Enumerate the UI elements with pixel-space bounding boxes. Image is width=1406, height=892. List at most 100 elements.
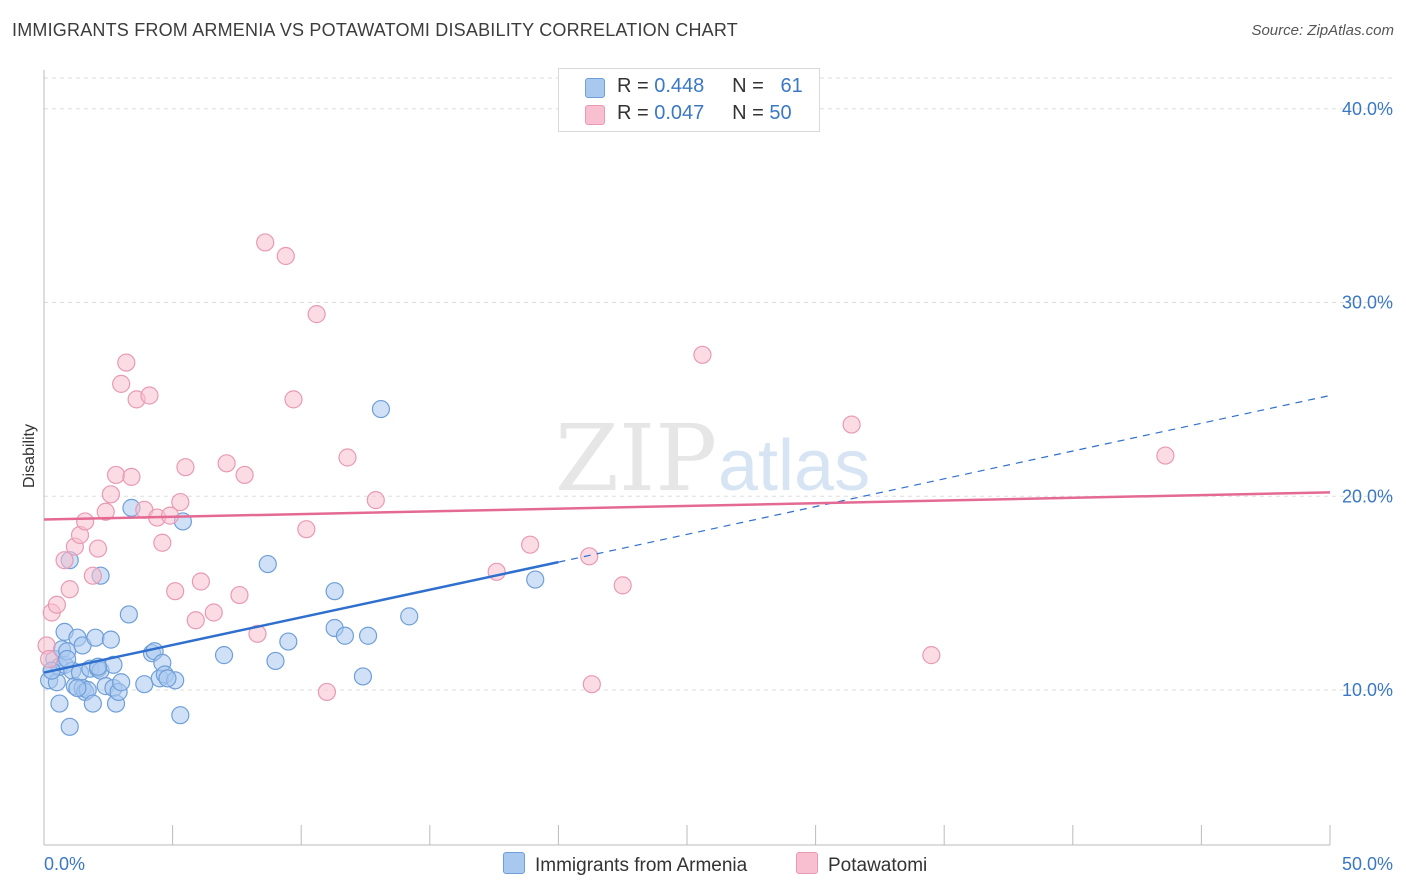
bottom-legend-label-potawatomi: Potawatomi bbox=[828, 855, 928, 876]
legend-n-label: N = bbox=[732, 75, 764, 97]
bottom-legend-swatch-potawatomi bbox=[796, 852, 818, 874]
armenia-point bbox=[83, 694, 102, 713]
potawatomi-point bbox=[582, 675, 601, 694]
armenia-trend-extension bbox=[558, 394, 1331, 563]
potawatomi-point bbox=[122, 467, 141, 486]
chart-title: IMMIGRANTS FROM ARMENIA VS POTAWATOMI DI… bbox=[12, 20, 738, 40]
y-axis-label: Disability bbox=[21, 424, 38, 488]
potawatomi-point bbox=[176, 458, 195, 477]
potawatomi-point bbox=[60, 580, 79, 599]
potawatomi-point bbox=[580, 547, 599, 566]
legend-r-label: R = bbox=[617, 75, 649, 97]
x-tick-label-max: 50.0% bbox=[1342, 854, 1393, 874]
armenia-point bbox=[112, 673, 131, 692]
armenia-trend-line bbox=[43, 560, 559, 674]
y-tick-labels: 10.0% 20.0% 30.0% 40.0% bbox=[1342, 99, 1393, 700]
source-note: Source: ZipAtlas.com bbox=[1251, 22, 1394, 39]
armenia-point bbox=[335, 626, 355, 645]
potawatomi-point bbox=[521, 535, 540, 554]
bottom-legend-armenia: Immigrants from Armenia bbox=[503, 852, 747, 877]
potawatomi-point bbox=[230, 585, 249, 605]
legend-r-label: R = bbox=[617, 102, 649, 124]
axes bbox=[43, 70, 1331, 846]
series-armenia-points bbox=[40, 399, 545, 736]
potawatomi-point bbox=[96, 502, 115, 521]
armenia-point bbox=[119, 605, 138, 624]
armenia-point bbox=[135, 675, 154, 694]
potawatomi-point bbox=[248, 624, 267, 643]
potawatomi-point bbox=[171, 492, 190, 512]
armenia-point bbox=[526, 570, 545, 589]
potawatomi-point bbox=[235, 465, 254, 485]
y-tick-label: 30.0% bbox=[1342, 293, 1393, 313]
y-tick-label: 20.0% bbox=[1342, 486, 1393, 506]
bottom-legend-label-armenia: Immigrants from Armenia bbox=[535, 855, 748, 876]
legend-r-value-armenia: 0.448 bbox=[654, 75, 705, 97]
potawatomi-point bbox=[191, 572, 210, 591]
watermark-zip: ZIP bbox=[555, 405, 717, 512]
potawatomi-point bbox=[76, 512, 95, 531]
armenia-point bbox=[358, 626, 378, 645]
legend-n-value-armenia: 61 bbox=[780, 75, 803, 97]
watermark: ZIP atlas bbox=[555, 405, 870, 512]
potawatomi-point bbox=[284, 390, 303, 409]
armenia-point bbox=[258, 554, 277, 574]
armenia-point bbox=[171, 706, 190, 725]
potawatomi-point bbox=[1156, 446, 1175, 465]
armenia-point bbox=[371, 399, 391, 419]
correlation-legend: R = 0.448 N = 61 R = 0.047 N = 50 bbox=[558, 68, 820, 132]
legend-swatch-armenia bbox=[585, 78, 605, 98]
potawatomi-point bbox=[842, 415, 861, 434]
armenia-point bbox=[214, 646, 234, 665]
potawatomi-point bbox=[88, 539, 108, 558]
armenia-point bbox=[266, 651, 285, 671]
armenia-point bbox=[86, 628, 105, 647]
armenia-point bbox=[50, 694, 69, 713]
potawatomi-point bbox=[117, 353, 136, 372]
bottom-legend-swatch-armenia bbox=[503, 852, 525, 874]
potawatomi-point bbox=[140, 386, 159, 405]
potawatomi-point bbox=[153, 533, 172, 552]
armenia-point bbox=[60, 717, 79, 736]
potawatomi-point bbox=[693, 345, 712, 364]
bottom-legend-potawatomi: Potawatomi bbox=[796, 852, 927, 877]
series-potawatomi-points bbox=[37, 233, 1175, 702]
potawatomi-point bbox=[204, 603, 223, 622]
potawatomi-point bbox=[276, 246, 295, 266]
potawatomi-point bbox=[307, 305, 326, 324]
potawatomi-point bbox=[297, 520, 316, 539]
potawatomi-point bbox=[166, 582, 185, 601]
watermark-atlas: atlas bbox=[718, 426, 870, 506]
potawatomi-point bbox=[366, 491, 385, 510]
potawatomi-point bbox=[101, 485, 120, 504]
armenia-point bbox=[58, 649, 77, 669]
legend-n-label: N = bbox=[732, 102, 764, 124]
potawatomi-trend-line bbox=[43, 491, 1331, 521]
potawatomi-point bbox=[217, 454, 236, 473]
armenia-point bbox=[279, 632, 298, 651]
potawatomi-point bbox=[922, 646, 941, 665]
potawatomi-point bbox=[106, 465, 126, 485]
armenia-point bbox=[325, 582, 344, 601]
x-tick-label-min: 0.0% bbox=[44, 854, 85, 874]
potawatomi-point bbox=[40, 649, 59, 669]
armenia-point bbox=[68, 678, 87, 698]
potawatomi-point bbox=[256, 233, 275, 252]
armenia-point bbox=[353, 667, 373, 686]
potawatomi-point bbox=[186, 611, 205, 630]
y-tick-label: 10.0% bbox=[1342, 680, 1393, 700]
potawatomi-point bbox=[83, 566, 102, 585]
legend-swatch-potawatomi bbox=[585, 105, 605, 125]
y-tick-label: 40.0% bbox=[1342, 99, 1393, 119]
legend-n-value-potawatomi: 50 bbox=[769, 102, 792, 124]
potawatomi-point bbox=[112, 374, 131, 393]
trend-lines bbox=[43, 394, 1331, 674]
armenia-point bbox=[400, 607, 419, 626]
legend-r-value-potawatomi: 0.047 bbox=[654, 102, 705, 124]
potawatomi-point bbox=[338, 448, 357, 467]
armenia-point bbox=[158, 669, 177, 688]
potawatomi-point bbox=[47, 595, 66, 614]
potawatomi-point bbox=[613, 576, 632, 595]
potawatomi-point bbox=[55, 551, 74, 570]
